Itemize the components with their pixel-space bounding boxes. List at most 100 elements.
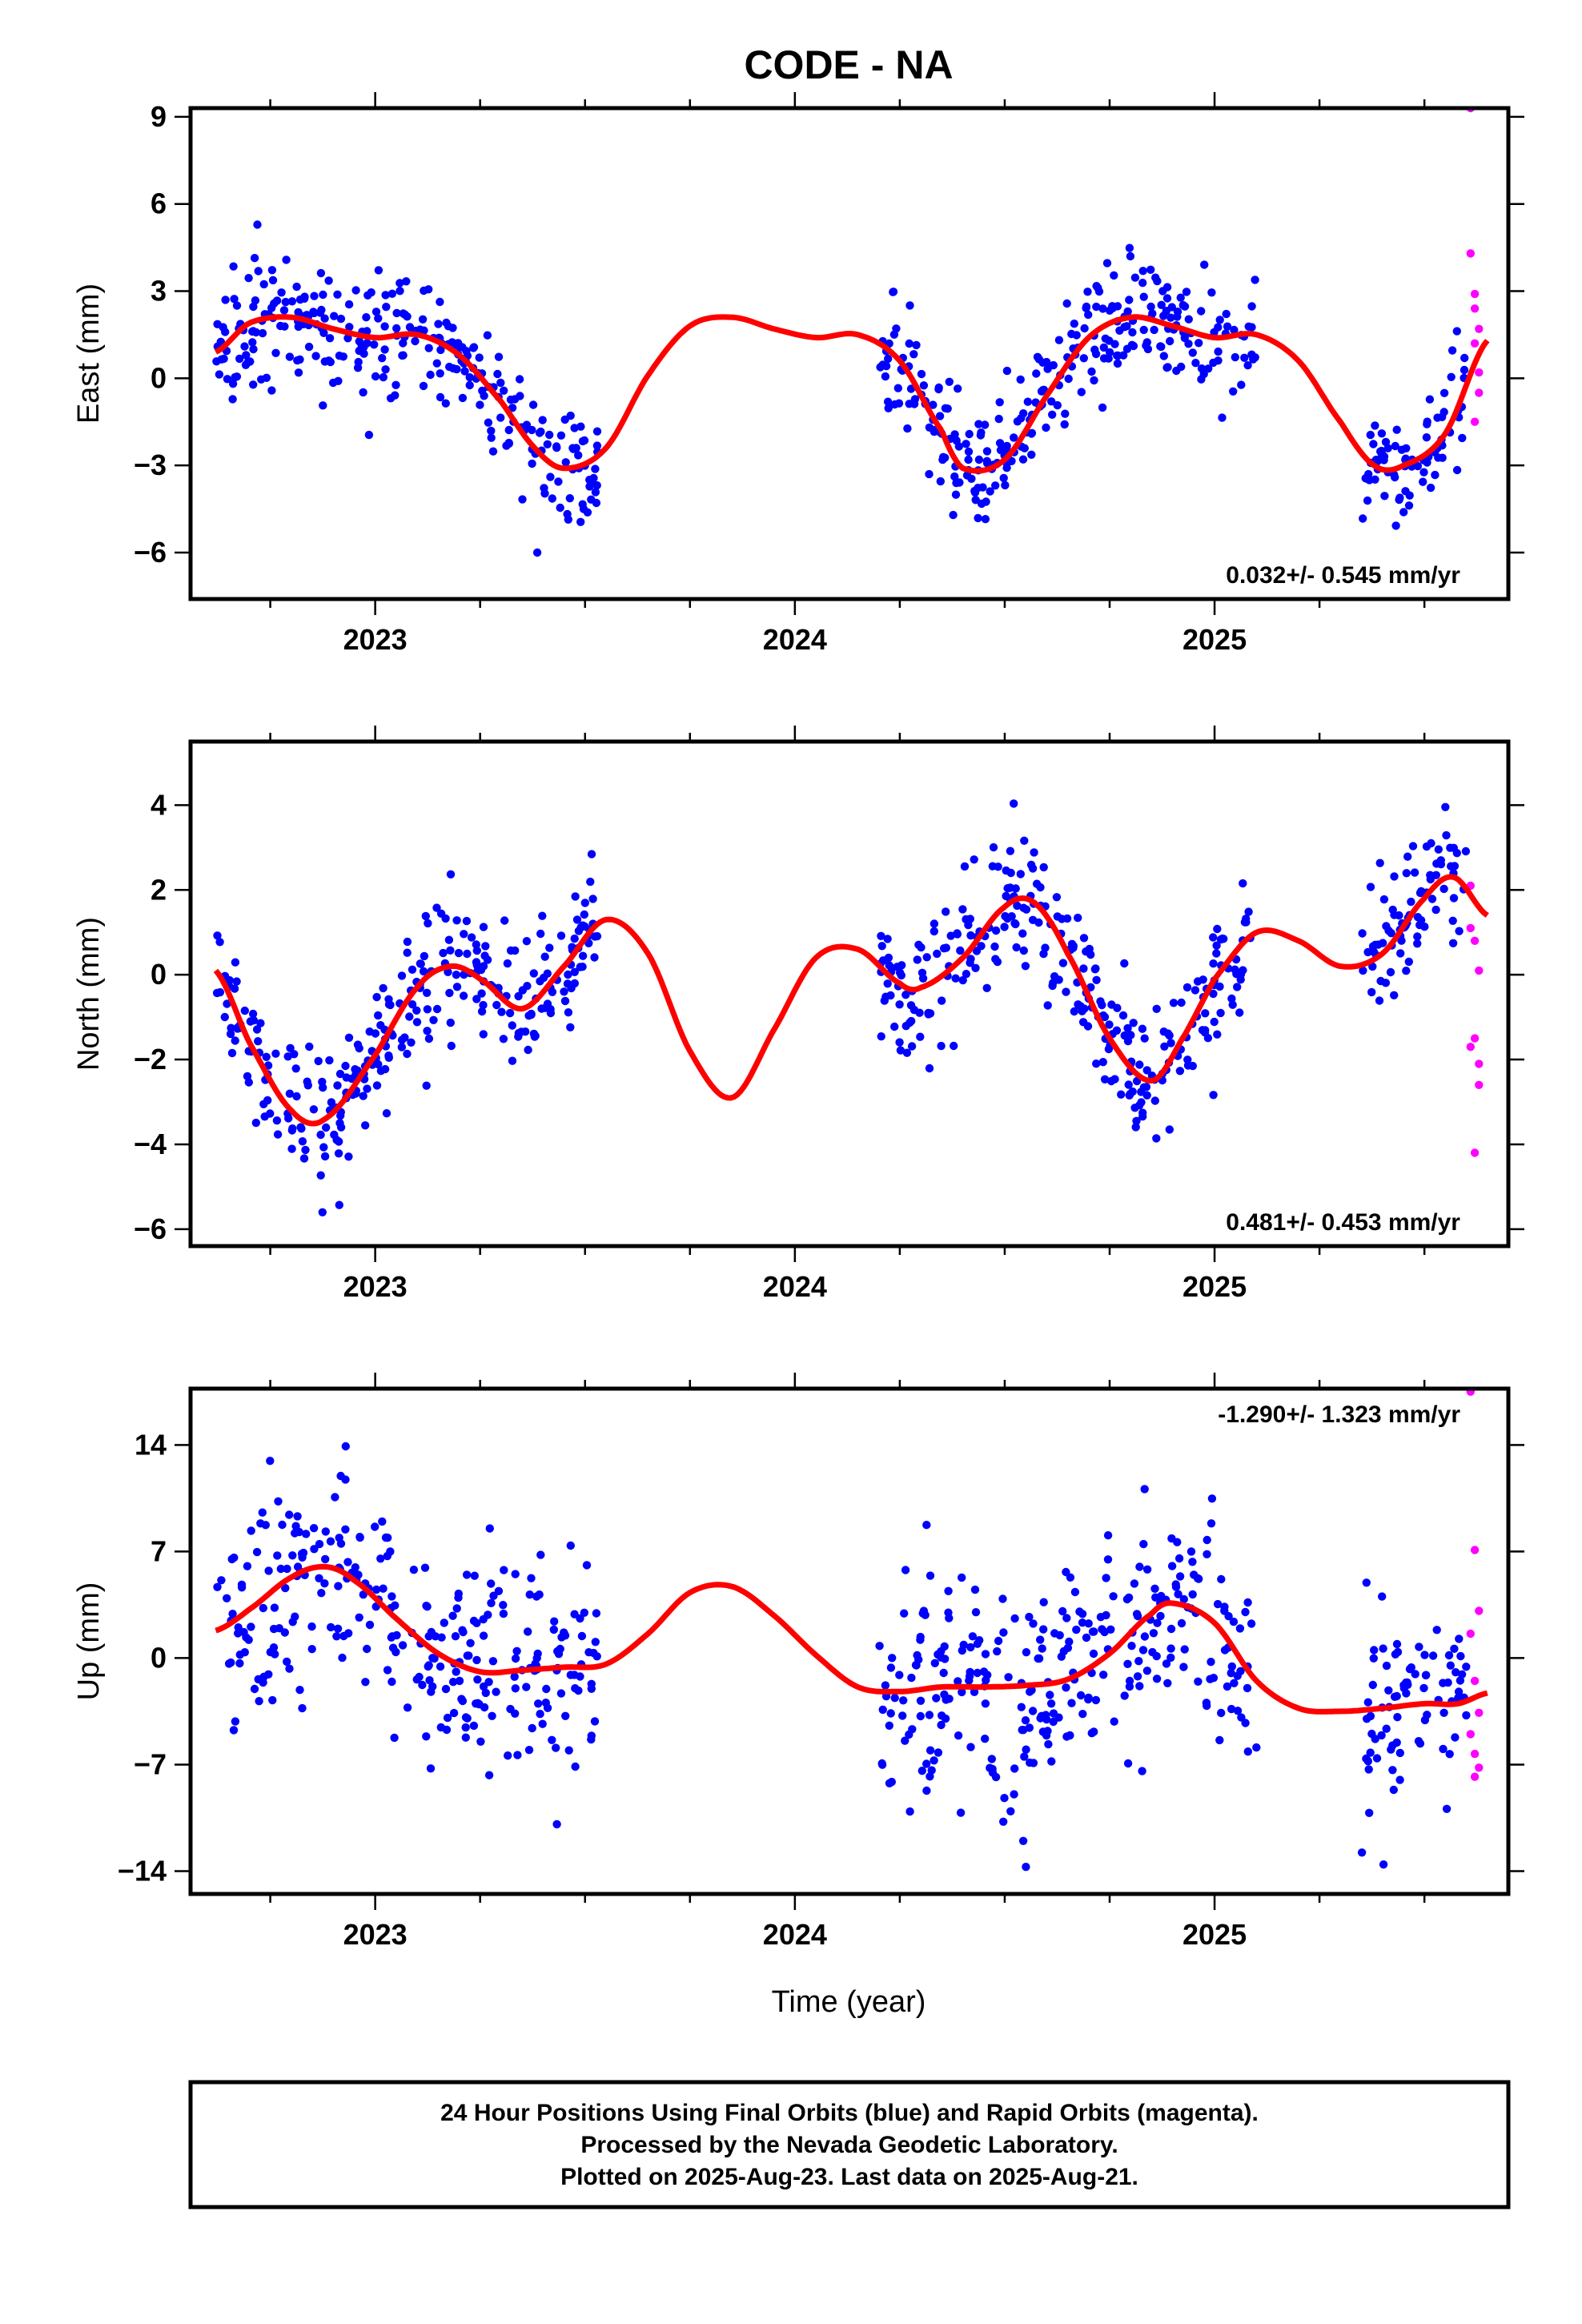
final-orbit-point xyxy=(1223,322,1232,331)
final-orbit-point xyxy=(510,1672,519,1681)
final-orbit-point xyxy=(543,969,552,978)
final-orbit-point xyxy=(487,426,496,436)
caption-line-1: 24 Hour Positions Using Final Orbits (bl… xyxy=(440,2100,1259,2126)
final-orbit-point xyxy=(1179,1663,1188,1671)
final-orbit-point xyxy=(913,1651,921,1660)
model-fit-curve xyxy=(214,314,1490,474)
final-orbit-point xyxy=(964,447,974,456)
final-orbit-point xyxy=(381,1533,391,1542)
final-orbit-point xyxy=(344,1629,353,1638)
final-orbit-point xyxy=(1130,273,1140,282)
final-orbit-point xyxy=(370,340,379,349)
final-orbit-point xyxy=(260,1112,269,1121)
final-orbit-point xyxy=(315,308,325,317)
final-orbit-point xyxy=(436,297,444,307)
x-tick-label: 2023 xyxy=(343,623,408,656)
final-orbit-point xyxy=(1019,903,1028,912)
final-orbit-point xyxy=(300,294,309,303)
final-orbit-point xyxy=(591,1638,600,1647)
final-orbit-point xyxy=(321,1554,330,1564)
final-orbit-point xyxy=(454,948,464,958)
final-orbit-point xyxy=(461,1733,470,1742)
final-orbit-point xyxy=(1242,918,1251,927)
final-orbit-point xyxy=(1091,1695,1101,1705)
final-orbit-point xyxy=(966,1642,975,1652)
final-orbit-point xyxy=(534,1699,543,1708)
final-orbit-point xyxy=(512,1647,521,1655)
final-orbit-point xyxy=(1397,936,1406,945)
final-orbit-point xyxy=(1174,1554,1184,1563)
final-orbit-point xyxy=(487,433,496,442)
final-orbit-point xyxy=(974,420,983,428)
final-orbit-point xyxy=(469,1721,479,1731)
final-orbit-point xyxy=(1235,1624,1245,1633)
rapid-orbit-point xyxy=(1470,1676,1480,1686)
final-orbit-point xyxy=(1375,858,1384,867)
final-orbit-point xyxy=(1050,972,1059,981)
final-orbit-point xyxy=(283,1564,291,1574)
final-orbit-point xyxy=(935,412,945,420)
final-orbit-point xyxy=(1088,1627,1098,1636)
final-orbit-point xyxy=(355,1613,363,1622)
final-orbit-point xyxy=(564,515,572,524)
final-orbit-point xyxy=(380,1064,390,1074)
final-orbit-point xyxy=(1388,1766,1397,1775)
final-orbit-point xyxy=(244,274,253,283)
final-orbit-point xyxy=(583,508,592,517)
final-orbit-point xyxy=(1386,967,1395,977)
final-orbit-point xyxy=(1439,388,1449,397)
final-orbit-point xyxy=(1082,304,1090,312)
final-orbit-point xyxy=(303,1077,311,1086)
final-orbit-point xyxy=(1377,429,1387,438)
final-orbit-point xyxy=(451,1632,460,1641)
final-orbit-point xyxy=(1249,355,1258,364)
final-orbit-point xyxy=(338,1653,347,1663)
final-orbit-point xyxy=(494,1586,504,1596)
final-orbit-point xyxy=(1140,1034,1149,1043)
final-orbit-point xyxy=(1090,376,1098,385)
final-orbit-point xyxy=(322,1123,331,1132)
final-orbit-point xyxy=(1220,1606,1229,1615)
final-orbit-point xyxy=(1452,1668,1460,1677)
final-orbit-point xyxy=(455,1676,464,1686)
final-orbit-point xyxy=(462,1570,472,1579)
y-axis-label: East (mm) xyxy=(72,283,106,424)
final-orbit-point xyxy=(549,1625,558,1634)
final-orbit-point xyxy=(877,942,886,951)
final-orbit-point xyxy=(262,373,271,382)
final-orbit-point xyxy=(1134,1657,1143,1666)
final-orbit-point xyxy=(412,1018,422,1027)
final-orbit-point xyxy=(1070,1007,1079,1016)
final-orbit-point xyxy=(589,1648,598,1658)
final-orbit-point xyxy=(905,339,913,348)
final-orbit-point xyxy=(1439,884,1448,894)
final-orbit-point xyxy=(1085,944,1094,954)
final-orbit-point xyxy=(311,352,320,360)
final-orbit-point xyxy=(288,1618,297,1626)
final-orbit-point xyxy=(973,1639,982,1648)
final-orbit-point xyxy=(1252,1743,1261,1752)
final-orbit-point xyxy=(466,1638,475,1647)
final-orbit-point xyxy=(1194,1677,1203,1686)
final-orbit-point xyxy=(1102,1574,1110,1582)
final-orbit-point xyxy=(548,1735,556,1744)
final-orbit-point xyxy=(1152,1004,1161,1014)
y-tick-label: 2 xyxy=(151,873,167,906)
final-orbit-point xyxy=(1038,385,1048,395)
final-orbit-point xyxy=(1022,1863,1030,1872)
final-orbit-point xyxy=(376,1554,385,1563)
final-orbit-point xyxy=(966,931,975,940)
final-orbit-point xyxy=(1043,1727,1052,1735)
final-orbit-point xyxy=(1126,251,1135,261)
final-orbit-point xyxy=(1433,413,1442,422)
final-orbit-point xyxy=(212,988,222,998)
final-orbit-point xyxy=(951,490,961,499)
final-orbit-point xyxy=(1098,304,1107,313)
final-orbit-point xyxy=(1371,475,1379,484)
final-orbit-point xyxy=(1199,975,1207,984)
final-orbit-point xyxy=(363,1084,371,1093)
final-orbit-point xyxy=(1383,444,1392,452)
final-orbit-point xyxy=(259,1100,268,1109)
final-orbit-point xyxy=(524,1045,532,1055)
final-orbit-point xyxy=(1235,1008,1244,1017)
